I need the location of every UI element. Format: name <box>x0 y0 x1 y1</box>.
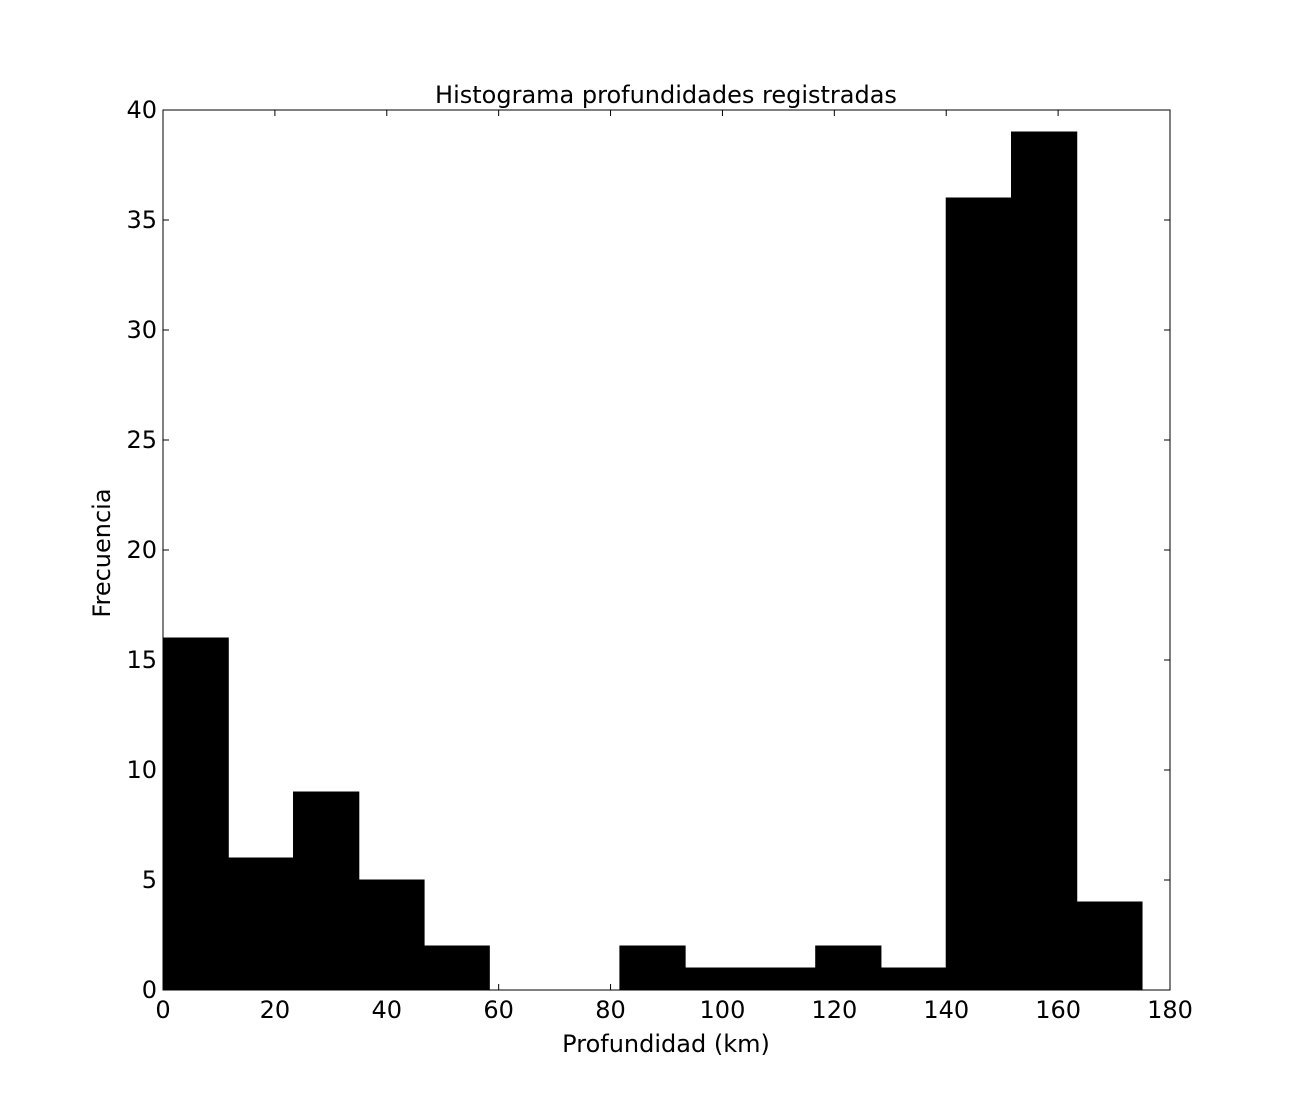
bar <box>227 857 295 991</box>
bar <box>162 637 229 991</box>
x-tick-label: 160 <box>1035 996 1081 1024</box>
bar <box>293 791 360 991</box>
y-tick-label: 20 <box>126 536 157 564</box>
x-tick-label: 100 <box>700 996 746 1024</box>
bar <box>815 945 882 991</box>
y-tick-label: 40 <box>126 96 157 124</box>
x-tick-label: 140 <box>923 996 969 1024</box>
y-tick-label: 15 <box>126 646 157 674</box>
x-tick-label: 0 <box>155 996 170 1024</box>
y-tick-label: 0 <box>142 976 157 1004</box>
y-tick-label: 5 <box>142 866 157 894</box>
bar <box>619 945 686 991</box>
x-tick-label: 60 <box>483 996 514 1024</box>
x-tick-label: 80 <box>595 996 626 1024</box>
bar <box>945 197 1013 991</box>
x-tick-label: 20 <box>260 996 291 1024</box>
bar <box>1076 901 1143 991</box>
x-tick-label: 120 <box>811 996 857 1024</box>
bar <box>880 967 947 991</box>
chart-title: Histograma profundidades registradas <box>435 81 897 109</box>
x-tick-label: 180 <box>1147 996 1193 1024</box>
x-axis-label: Profundidad (km) <box>562 1030 770 1058</box>
bar <box>749 967 817 991</box>
y-tick-label: 10 <box>126 756 157 784</box>
bar <box>423 945 490 991</box>
bar <box>1011 131 1078 991</box>
y-tick-label: 30 <box>126 316 157 344</box>
bar <box>684 967 751 991</box>
y-tick-label: 35 <box>126 206 157 234</box>
x-tick-label: 40 <box>372 996 403 1024</box>
y-tick-label: 25 <box>126 426 157 454</box>
y-axis-label: Frecuencia <box>88 488 116 617</box>
bar <box>358 879 425 991</box>
